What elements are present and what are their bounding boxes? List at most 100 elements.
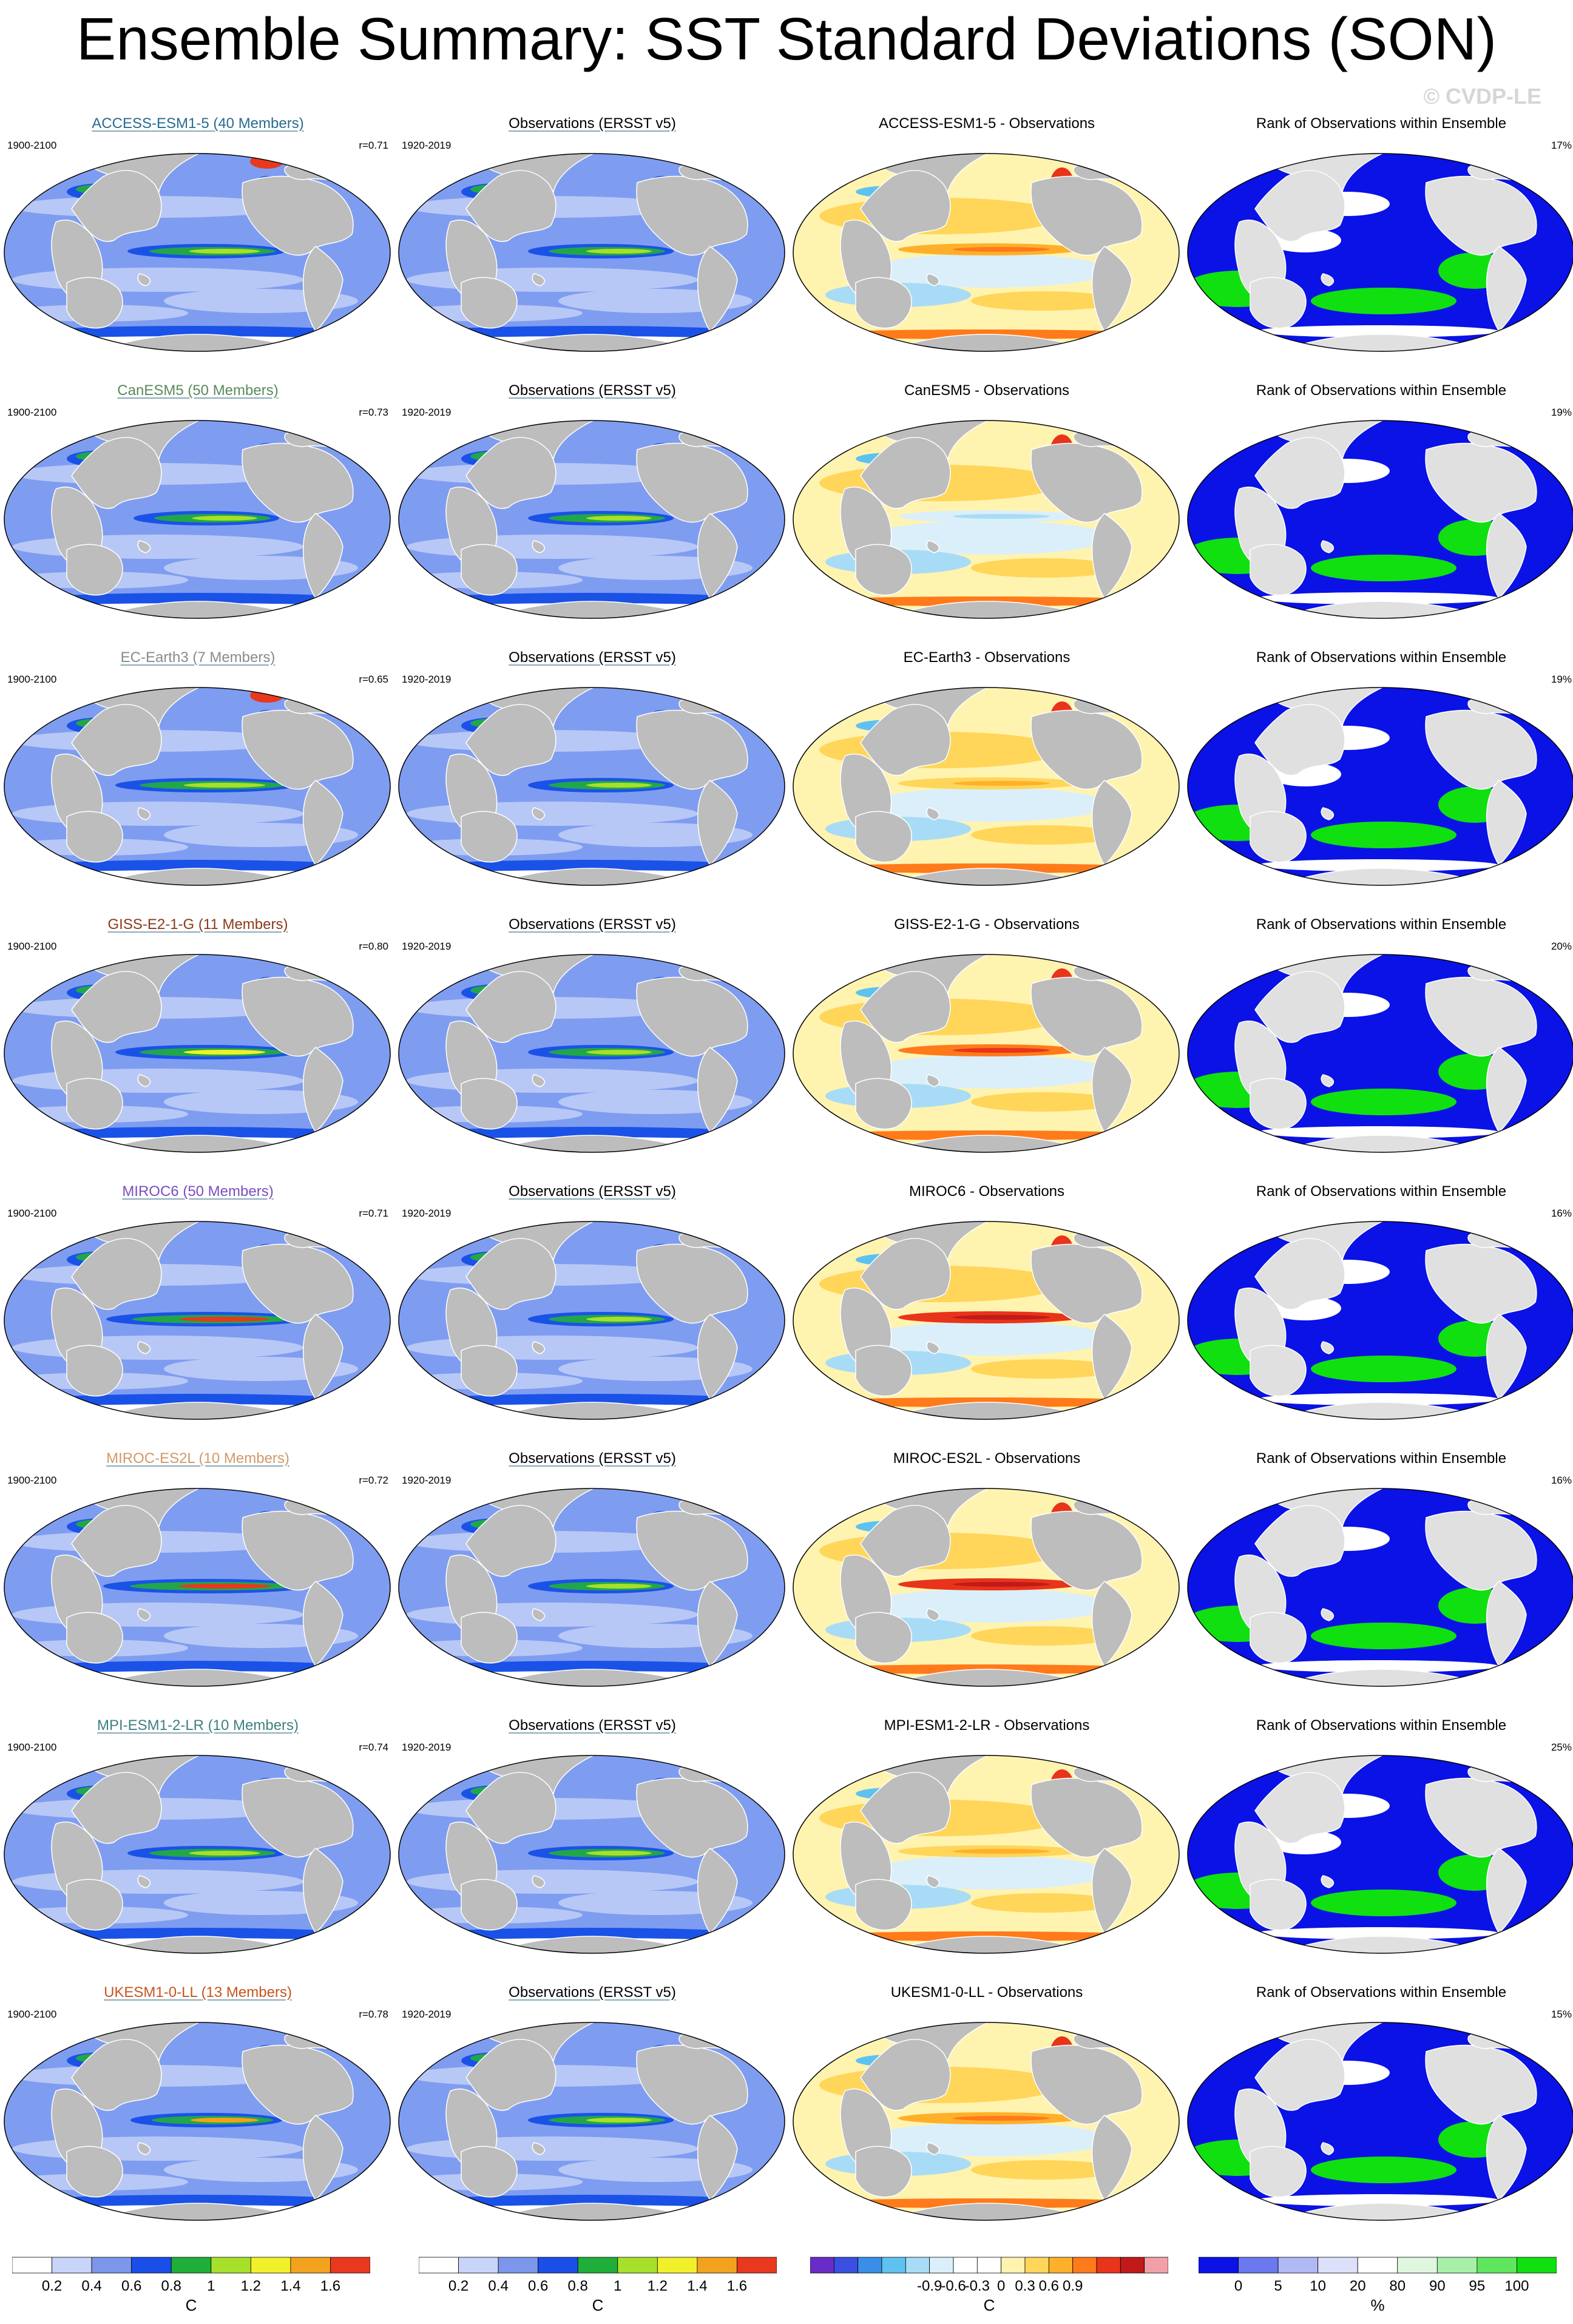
colorbar-box — [290, 2257, 331, 2274]
colorbar-box — [419, 2257, 459, 2274]
robinson-map — [398, 954, 785, 1153]
pattern-correlation: r=0.80 — [359, 941, 388, 952]
pattern-correlation: r=0.73 — [359, 407, 388, 418]
colorbar-box — [1072, 2257, 1097, 2274]
difference-panel: EC-Earth3 - Observations — [789, 631, 1185, 898]
robinson-map — [398, 2022, 785, 2221]
colorbar-box — [330, 2257, 370, 2274]
colorbar-tick-label: 1.4 — [687, 2278, 708, 2294]
panel-years: 1920-2019 — [402, 140, 452, 151]
panel-years: 1900-2100 — [7, 941, 57, 952]
colorbar: 0 5 10 20 80 90 95 100% — [1199, 2256, 1557, 2317]
colorbar-tick-label: 95 — [1469, 2278, 1486, 2294]
robinson-map — [1187, 687, 1573, 886]
colorbar: -0.9 -0.6 -0.3 0 0.3 0.6 0.9 C — [810, 2256, 1168, 2317]
obs-std-panel: Observations (ERSST v5) 1920-2019 — [394, 1699, 790, 1966]
panel-title: EC-Earth3 (7 Members) — [120, 649, 276, 666]
robinson-map — [398, 1488, 785, 1687]
robinson-map — [4, 2022, 391, 2221]
robinson-map — [4, 1221, 391, 1420]
colorbar-tick-label: 80 — [1389, 2278, 1406, 2294]
difference-panel: MIROC6 - Observations — [789, 1165, 1185, 1432]
robinson-map — [1187, 1755, 1573, 1954]
robinson-map — [793, 153, 1180, 352]
model-std-panel: MPI-ESM1-2-LR (10 Members) 1900-2100 r=0.7… — [0, 1699, 396, 1966]
panel-title: MIROC6 (50 Members) — [122, 1183, 274, 1200]
rank-percent: 17% — [1551, 140, 1572, 151]
colorbar-box — [657, 2257, 698, 2274]
colorbar-strip — [12, 2257, 370, 2274]
colorbar-tick-label: -0.6 — [941, 2278, 966, 2294]
colorbar-box — [1357, 2257, 1398, 2274]
rank-panel: Rank of Observations within Ensemble 15% — [1183, 1966, 1573, 2233]
panel-years: 1900-2100 — [7, 407, 57, 418]
panel-title: EC-Earth3 - Observations — [903, 649, 1071, 666]
panel-years: 1900-2100 — [7, 674, 57, 685]
rank-panel: Rank of Observations within Ensemble 17% — [1183, 97, 1573, 364]
model-std-panel: MIROC6 (50 Members) 1900-2100 r=0.71 — [0, 1165, 396, 1432]
robinson-map — [1187, 420, 1573, 619]
colorbar-tick-label: 0.6 — [1038, 2278, 1060, 2294]
pattern-correlation: r=0.65 — [359, 674, 388, 685]
colorbar-tick-label: 0.6 — [121, 2278, 142, 2294]
colorbar-unit: % — [1370, 2296, 1385, 2314]
panel-years: 1920-2019 — [402, 674, 452, 685]
colorbar-tick-label: 1 — [614, 2278, 622, 2294]
colorbar-box — [1199, 2257, 1239, 2274]
colorbar-box — [211, 2257, 251, 2274]
colorbar-box — [833, 2257, 859, 2274]
panel-title: Observations (ERSST v5) — [509, 1984, 676, 2001]
colorbar-box — [1477, 2257, 1517, 2274]
colorbar-tick-label: 0.2 — [448, 2278, 469, 2294]
colorbar-box — [1144, 2257, 1168, 2274]
panel-title: GISS-E2-1-G - Observations — [894, 916, 1080, 933]
rank-panel: Rank of Observations within Ensemble 19% — [1183, 364, 1573, 631]
panel-years: 1920-2019 — [402, 2008, 452, 2020]
colorbar: 0.2 0.4 0.6 0.8 1 1.2 1.4 1.6 C — [12, 2256, 370, 2317]
pattern-correlation: r=0.71 — [359, 140, 388, 151]
panel-title: ACCESS-ESM1-5 (40 Members) — [92, 115, 304, 132]
colorbar-tick-label: -0.9 — [916, 2278, 942, 2294]
obs-std-panel: Observations (ERSST v5) 1920-2019 — [394, 1966, 790, 2233]
rank-percent: 20% — [1551, 941, 1572, 952]
panel-title: CanESM5 - Observations — [904, 382, 1070, 399]
robinson-map — [4, 420, 391, 619]
colorbar-tick-label: 20 — [1349, 2278, 1366, 2294]
panel-title: ACCESS-ESM1-5 - Observations — [878, 115, 1095, 132]
pattern-correlation: r=0.74 — [359, 1741, 388, 1753]
colorbar-box — [131, 2257, 172, 2274]
panel-title: Rank of Observations within Ensemble — [1256, 649, 1507, 666]
colorbar-tick-label: 1 — [207, 2278, 215, 2294]
rank-percent: 15% — [1551, 2008, 1572, 2020]
panel-title: Observations (ERSST v5) — [509, 1450, 676, 1467]
panel-title: Observations (ERSST v5) — [509, 115, 676, 132]
panel-title: Rank of Observations within Ensemble — [1256, 382, 1507, 399]
robinson-map — [793, 954, 1180, 1153]
panel-years: 1920-2019 — [402, 407, 452, 418]
colorbar-tick-label: 1.2 — [647, 2278, 668, 2294]
panel-title: Rank of Observations within Ensemble — [1256, 1717, 1507, 1734]
panel-title: MIROC-ES2L - Observations — [893, 1450, 1081, 1467]
panel-title: MPI-ESM1-2-LR (10 Members) — [96, 1717, 299, 1734]
colorbar-box — [458, 2257, 499, 2274]
robinson-map — [4, 687, 391, 886]
colorbar-box — [929, 2257, 954, 2274]
colorbar-box — [737, 2257, 777, 2274]
robinson-map — [793, 1221, 1180, 1420]
panel-title: Rank of Observations within Ensemble — [1256, 916, 1507, 933]
colorbar-tick-label: -0.3 — [964, 2278, 990, 2294]
colorbar-box — [953, 2257, 978, 2274]
rank-percent: 16% — [1551, 1474, 1572, 1486]
robinson-map — [1187, 153, 1573, 352]
colorbar-tick-label: 1.2 — [240, 2278, 262, 2294]
colorbar-box — [1318, 2257, 1358, 2274]
rank-percent: 19% — [1551, 674, 1572, 685]
rank-percent: 25% — [1551, 1741, 1572, 1753]
colorbar-tick-label: 90 — [1429, 2278, 1446, 2294]
robinson-map — [793, 2022, 1180, 2221]
colorbar-box — [1120, 2257, 1145, 2274]
robinson-map — [1187, 1221, 1573, 1420]
colorbar-box — [1436, 2257, 1478, 2274]
rank-panel: Rank of Observations within Ensemble 16% — [1183, 1432, 1573, 1699]
obs-std-panel: Observations (ERSST v5) 1920-2019 — [394, 364, 790, 631]
